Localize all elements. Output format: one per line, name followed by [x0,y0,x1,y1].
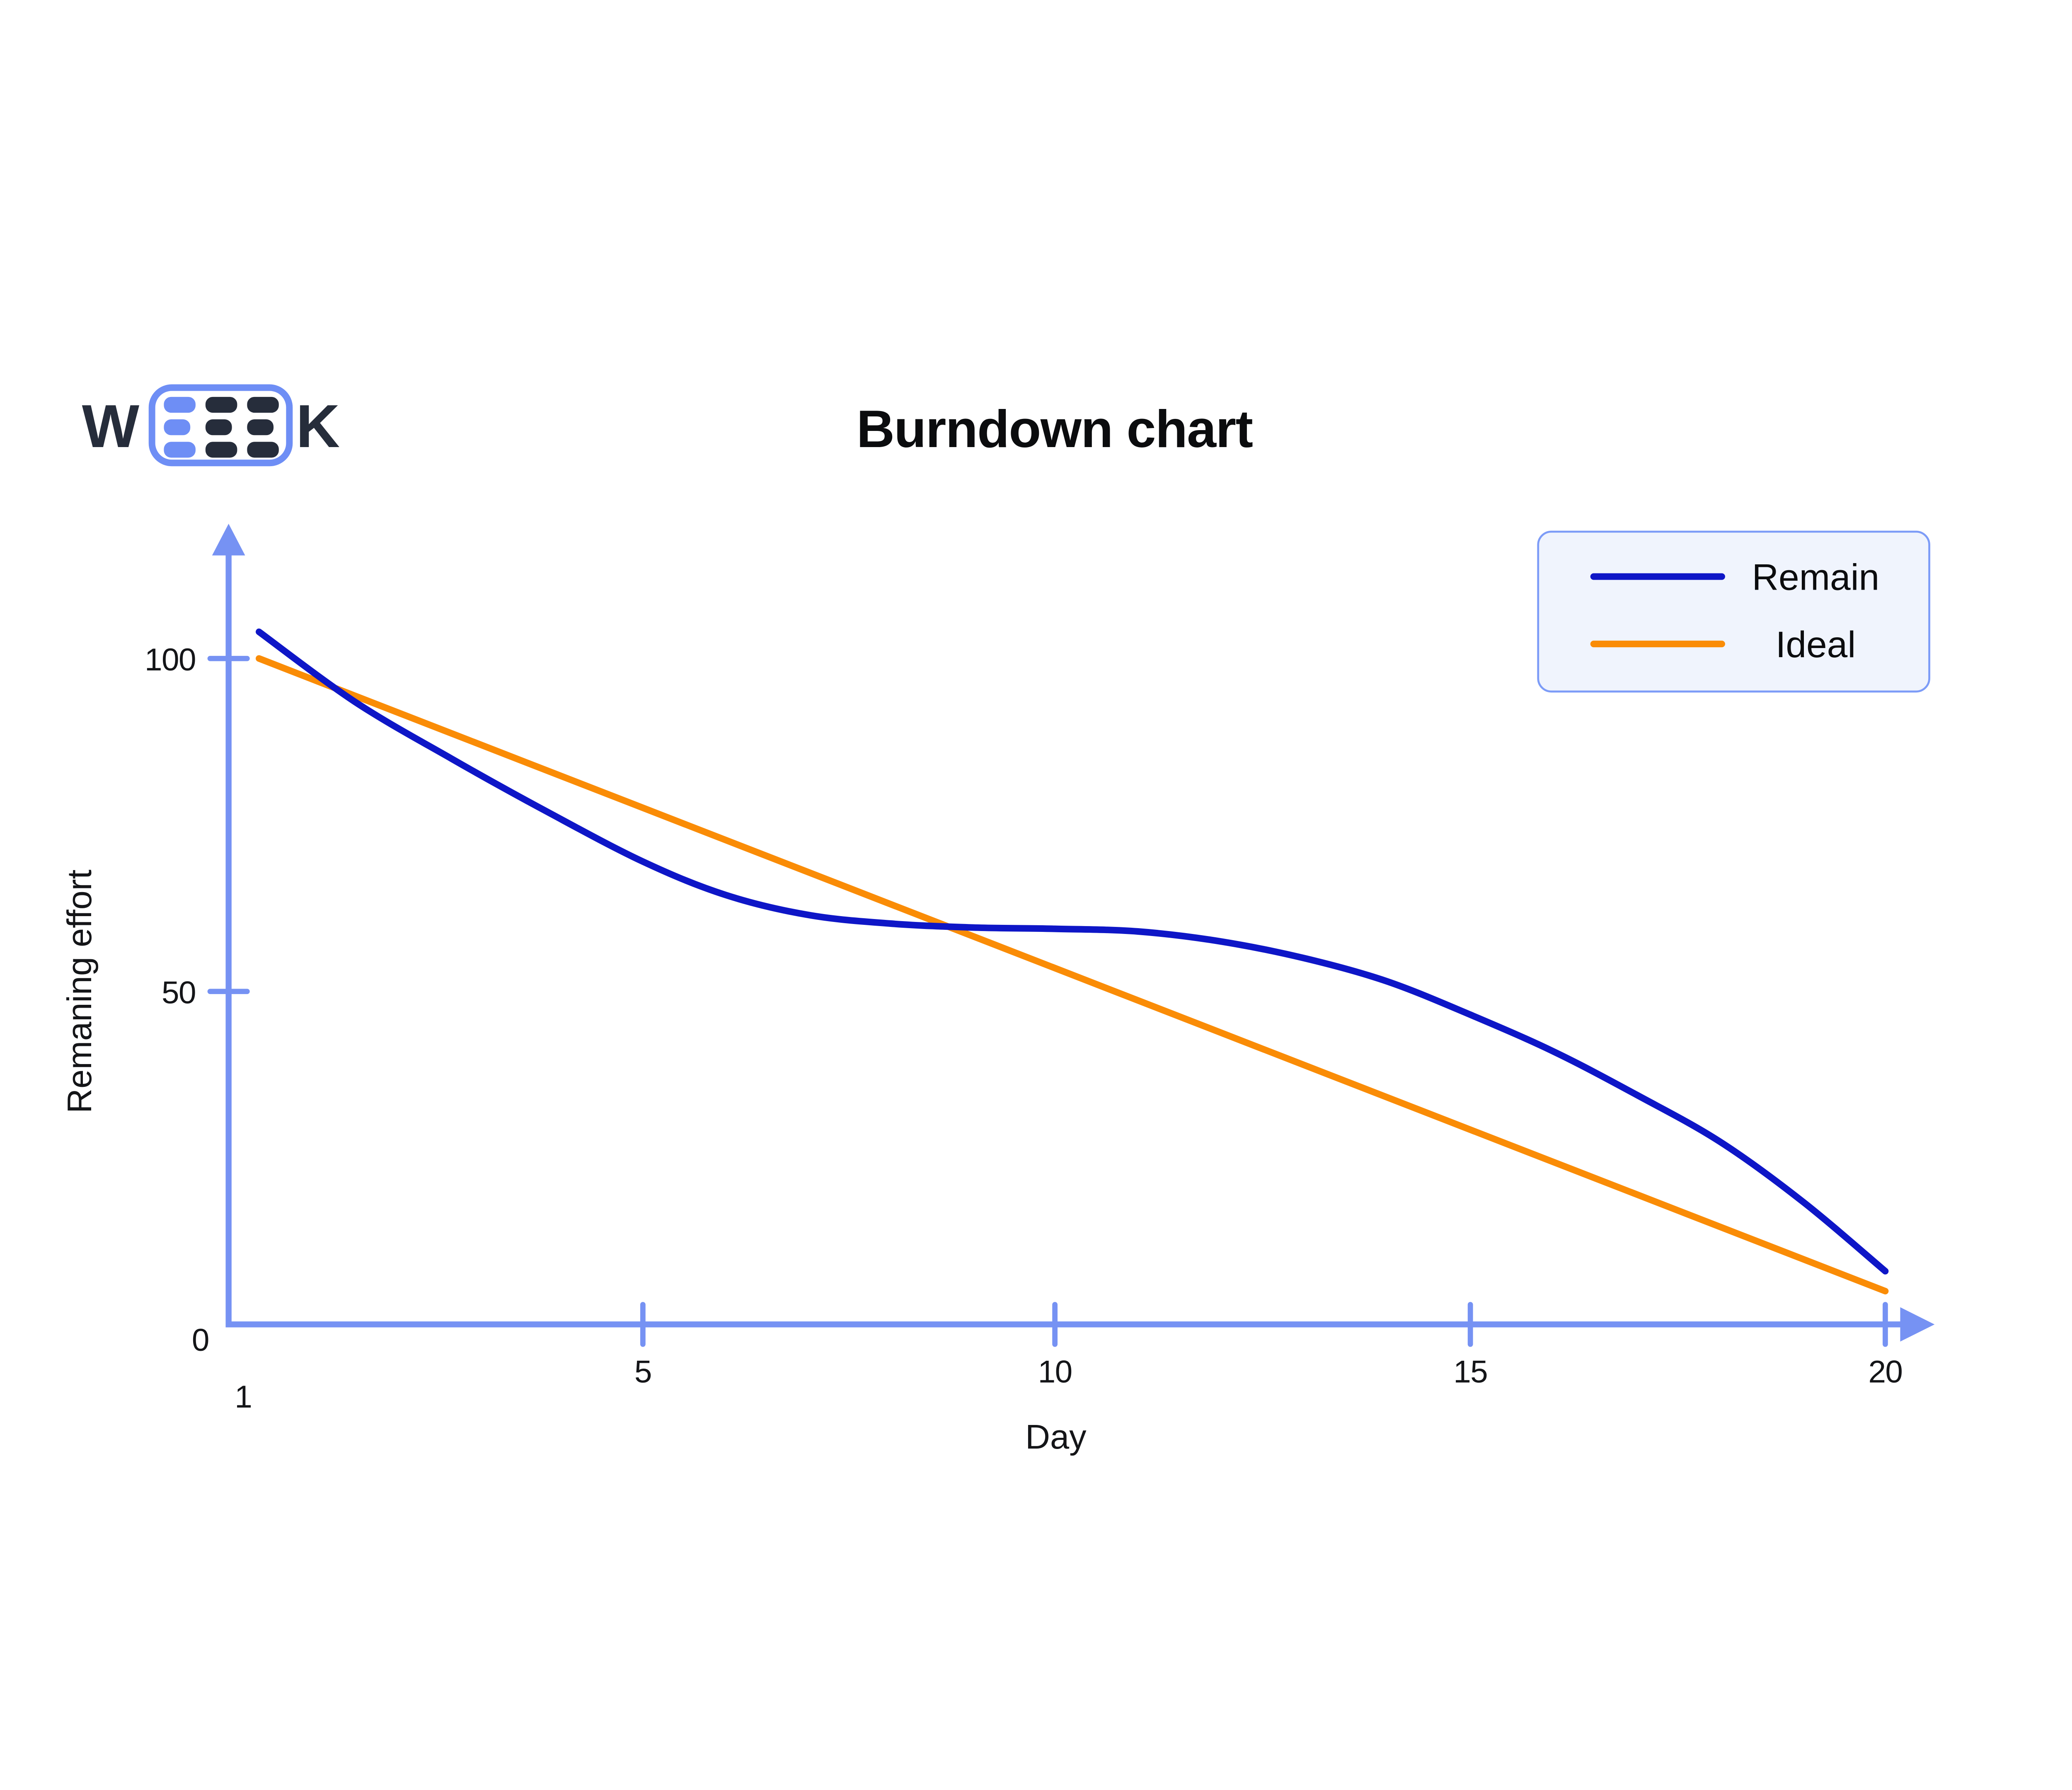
x-axis-arrow-icon [1900,1307,1935,1342]
x-tick-label: 1 [235,1379,252,1415]
y-tick-label: 50 [162,975,196,1010]
y-axis-label: Remaning effort [60,870,99,1113]
logo-bar [164,397,196,413]
logo-bar [247,442,279,458]
weeek-logo: W K [82,384,341,467]
logo-bar [247,397,279,413]
logo-bar [205,442,237,458]
y-tick-label: 0 [192,1323,209,1358]
logo-bars-icon [164,397,279,458]
logo-bar [205,397,237,413]
logo-letter-w: W [82,392,140,460]
legend-box [1537,530,1931,693]
ideal-line [256,655,1889,1294]
logo-letter-k: K [296,392,339,460]
x-tick-label: 20 [1868,1355,1902,1390]
logo-bar [205,419,232,435]
x-tick-label: 10 [1038,1355,1072,1390]
logo-bar [164,419,191,435]
remain-line [256,628,1889,1275]
legend-ideal-label: Ideal [1776,624,1856,665]
logo-bar [247,419,274,435]
legend-remain-label: Remain [1752,556,1880,597]
logo-bar [164,442,196,458]
y-axis-arrow-icon [212,523,245,556]
x-axis-label: Day [1025,1417,1087,1456]
axes [207,523,1935,1347]
x-tick-label: 5 [634,1355,651,1390]
page-title: Burndown chart [857,400,1253,459]
x-tick-label: 15 [1453,1355,1487,1390]
legend: Remain Ideal [1537,530,1931,693]
y-tick-label: 100 [145,642,196,677]
axis-lines [225,553,1905,1328]
series-lines [256,628,1889,1294]
